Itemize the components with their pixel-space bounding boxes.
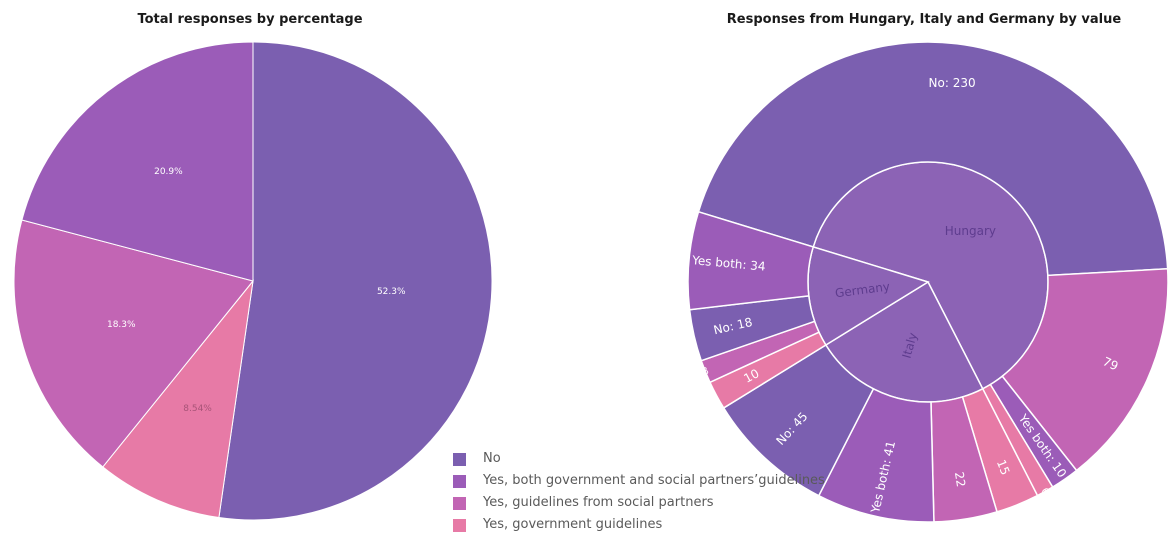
sunburst-label-hungary-gov: 6: [1038, 486, 1051, 497]
sunburst-country-label-italy: Italy: [900, 331, 920, 360]
legend-swatch-no: [453, 453, 466, 466]
sunburst-country-label-hungary: Hungary: [945, 224, 996, 238]
legend-swatch-gov: [453, 519, 466, 532]
pie-slice-both[interactable]: [21, 41, 254, 282]
sunburst-label-hungary-social: 79: [1101, 354, 1121, 373]
legend-label-social: Yes, guidelines from social partners: [483, 495, 714, 510]
sunburst-label-italy-social: 22: [952, 471, 968, 488]
sunburst-label-germany-gov: 10: [741, 366, 761, 386]
pie-slice-gov[interactable]: [102, 279, 254, 519]
sunburst-label-germany-both: Yes both: 34: [691, 253, 767, 274]
pie-slice-no[interactable]: [218, 41, 493, 521]
pie-label-both: 20.9%: [154, 167, 183, 177]
sunburst-label-germany-social: 8: [701, 366, 711, 379]
sunburst-label-italy-gov: 15: [994, 458, 1013, 477]
pie-label-no: 52.3%: [377, 287, 406, 297]
sunburst-segment-hungary-no[interactable]: [697, 41, 1168, 277]
pie-label-social: 18.3%: [107, 320, 136, 330]
legend-label-both: Yes, both government and social partners…: [483, 473, 825, 488]
pie-slice-social[interactable]: [13, 219, 254, 468]
legend-swatch-both: [453, 475, 466, 488]
pie-label-gov: 8.54%: [183, 404, 212, 414]
sunburst-segment-hungary-social[interactable]: [1001, 268, 1168, 472]
sunburst-chart-title: Responses from Hungary, Italy and German…: [726, 12, 1122, 27]
sunburst-segment-germany-both[interactable]: [687, 210, 815, 311]
legend-swatch-social: [453, 497, 466, 510]
sunburst-label-hungary-no: No: 230: [929, 76, 976, 90]
legend-label-no: No: [483, 451, 501, 466]
sunburst-country-label-germany: Germany: [834, 279, 890, 300]
legend-label-gov: Yes, government guidelines: [483, 517, 663, 532]
pie-chart-title: Total responses by percentage: [137, 12, 363, 27]
